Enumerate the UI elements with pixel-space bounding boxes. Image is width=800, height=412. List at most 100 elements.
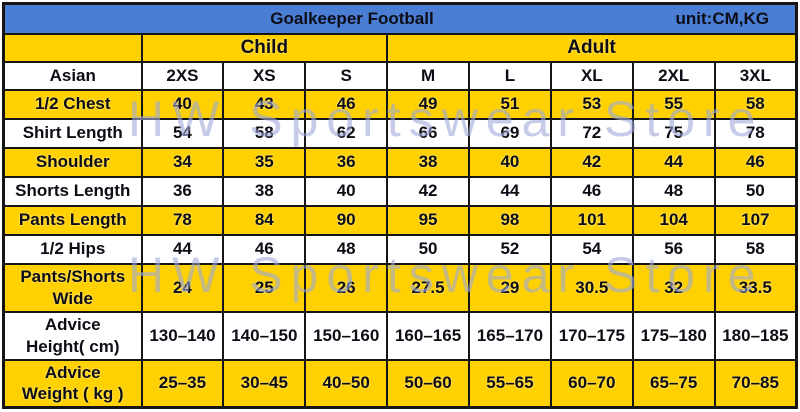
- row-label: Shirt Length: [2, 117, 143, 149]
- value-cell: 75: [631, 117, 716, 149]
- value-cell: 58: [222, 117, 307, 149]
- value-cell: 25: [222, 262, 307, 313]
- table-row: 1/2 Chest 40 43 46 49 51 53 55 58: [2, 88, 798, 120]
- row-label: Advice Height( cm): [2, 310, 143, 361]
- row-label: Advice Weight ( kg ): [2, 358, 143, 409]
- value-cell: 140–150: [222, 310, 307, 361]
- value-cell: 55: [631, 88, 716, 120]
- value-cell: 42: [549, 146, 634, 178]
- value-cell: 40: [304, 175, 389, 207]
- value-cell: 130–140: [140, 310, 225, 361]
- value-cell: 46: [222, 233, 307, 265]
- value-cell: 38: [386, 146, 470, 178]
- value-cell: 30–45: [222, 358, 307, 409]
- row-label: Pants/Shorts Wide: [2, 262, 143, 313]
- value-cell: 78: [713, 117, 798, 149]
- value-cell: 60–70: [549, 358, 634, 409]
- title-row: Goalkeeper Football unit:CM,KG: [2, 2, 798, 35]
- table-row: Shorts Length 36 38 40 42 44 46 48 50: [2, 175, 798, 207]
- table-row: Shoulder 34 35 36 38 40 42 44 46: [2, 146, 798, 178]
- table-row: Advice Weight ( kg ) 25–35 30–45 40–50 50–60…: [2, 358, 798, 409]
- value-cell: 48: [631, 175, 716, 207]
- value-cell: 55–65: [468, 358, 552, 409]
- value-cell: 62: [304, 117, 389, 149]
- size-col-header: 2XS: [140, 60, 225, 91]
- row-label: 1/2 Chest: [2, 88, 143, 120]
- value-cell: 46: [304, 88, 389, 120]
- value-cell: 43: [222, 88, 307, 120]
- value-cell: 70–85: [713, 358, 798, 409]
- value-cell: 72: [549, 117, 634, 149]
- row-label: Shorts Length: [2, 175, 143, 207]
- value-cell: 69: [468, 117, 552, 149]
- value-cell: 150–160: [304, 310, 389, 361]
- unit-label: unit:CM,KG: [675, 8, 769, 28]
- value-cell: 175–180: [631, 310, 716, 361]
- title-cell: Goalkeeper Football unit:CM,KG: [2, 2, 798, 35]
- row-label: 1/2 Hips: [2, 233, 143, 265]
- table-row: Pants/Shorts Wide 24 25 26 27.5 29 30.5 32 33.5: [2, 262, 798, 313]
- table-row: Advice Height( cm) 130–140 140–150 150–160 1…: [2, 310, 798, 361]
- value-cell: 50: [386, 233, 470, 265]
- value-cell: 32: [631, 262, 716, 313]
- value-cell: 25–35: [140, 358, 225, 409]
- value-cell: 66: [386, 117, 470, 149]
- value-cell: 53: [549, 88, 634, 120]
- value-cell: 165–170: [468, 310, 552, 361]
- value-cell: 101: [549, 204, 634, 236]
- group-header-spacer: [2, 32, 143, 63]
- size-col-header: XS: [222, 60, 307, 91]
- value-cell: 48: [304, 233, 389, 265]
- group-header-adult: Adult: [386, 32, 798, 63]
- value-cell: 90: [304, 204, 389, 236]
- value-cell: 84: [222, 204, 307, 236]
- value-cell: 65–75: [631, 358, 716, 409]
- value-cell: 56: [631, 233, 716, 265]
- value-cell: 180–185: [713, 310, 798, 361]
- value-cell: 51: [468, 88, 552, 120]
- value-cell: 33.5: [713, 262, 798, 313]
- table-row: Pants Length 78 84 90 95 98 101 104 107: [2, 204, 798, 236]
- value-cell: 78: [140, 204, 225, 236]
- value-cell: 44: [140, 233, 225, 265]
- value-cell: 50: [713, 175, 798, 207]
- value-cell: 38: [222, 175, 307, 207]
- value-cell: 54: [140, 117, 225, 149]
- size-col-header: 3XL: [713, 60, 798, 91]
- value-cell: 26: [304, 262, 389, 313]
- value-cell: 58: [713, 233, 798, 265]
- value-cell: 30.5: [549, 262, 634, 313]
- value-cell: 160–165: [386, 310, 470, 361]
- value-cell: 40: [140, 88, 225, 120]
- size-col-header: 2XL: [631, 60, 716, 91]
- size-header-row: Asian 2XS XS S M L XL 2XL 3XL: [2, 60, 798, 91]
- value-cell: 44: [468, 175, 552, 207]
- size-system-label: Asian: [2, 60, 143, 91]
- size-col-header: L: [468, 60, 552, 91]
- table-row: 1/2 Hips 44 46 48 50 52 54 56 58: [2, 233, 798, 265]
- group-header-child: Child: [140, 32, 389, 63]
- value-cell: 46: [713, 146, 798, 178]
- group-header-row: Child Adult: [2, 32, 798, 63]
- value-cell: 36: [304, 146, 389, 178]
- value-cell: 170–175: [549, 310, 634, 361]
- value-cell: 35: [222, 146, 307, 178]
- value-cell: 24: [140, 262, 225, 313]
- value-cell: 98: [468, 204, 552, 236]
- row-label: Shoulder: [2, 146, 143, 178]
- size-col-header: M: [386, 60, 470, 91]
- value-cell: 107: [713, 204, 798, 236]
- value-cell: 42: [386, 175, 470, 207]
- value-cell: 50–60: [386, 358, 470, 409]
- value-cell: 40: [468, 146, 552, 178]
- value-cell: 52: [468, 233, 552, 265]
- chart-title: Goalkeeper Football: [270, 8, 434, 28]
- value-cell: 95: [386, 204, 470, 236]
- value-cell: 29: [468, 262, 552, 313]
- value-cell: 104: [631, 204, 716, 236]
- value-cell: 34: [140, 146, 225, 178]
- size-col-header: XL: [549, 60, 634, 91]
- row-label: Pants Length: [2, 204, 143, 236]
